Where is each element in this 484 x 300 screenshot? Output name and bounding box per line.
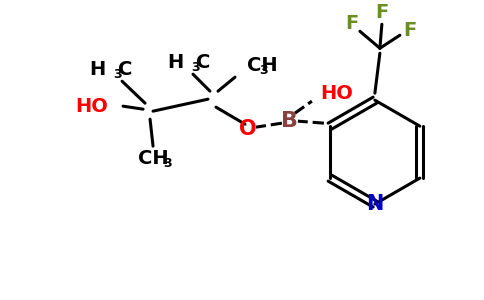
Text: F: F	[345, 14, 359, 33]
Text: 3: 3	[113, 68, 121, 81]
Text: CH: CH	[138, 148, 168, 168]
Text: C: C	[197, 53, 211, 72]
Text: 3: 3	[259, 64, 268, 77]
Text: HO: HO	[320, 84, 353, 103]
Text: F: F	[375, 3, 389, 22]
Text: 3: 3	[164, 157, 172, 170]
Text: F: F	[403, 21, 416, 40]
Text: B: B	[281, 111, 299, 131]
Text: H: H	[89, 60, 105, 79]
Text: CH: CH	[247, 56, 278, 75]
Text: 3: 3	[191, 61, 199, 74]
Text: N: N	[366, 194, 384, 214]
Text: HO: HO	[75, 97, 108, 116]
Text: C: C	[119, 60, 133, 79]
Text: H: H	[167, 53, 183, 72]
Text: O: O	[239, 119, 257, 139]
